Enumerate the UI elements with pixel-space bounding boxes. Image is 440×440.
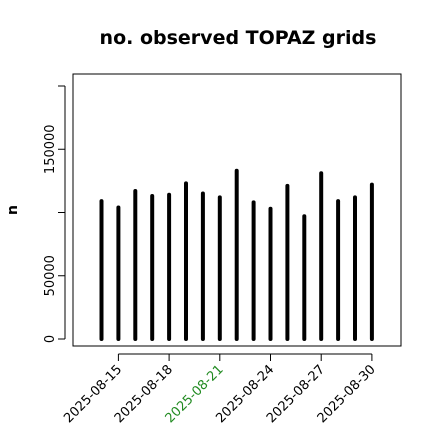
y-tick-label: 150000: [43, 124, 58, 174]
chart-title: no. observed TOPAZ grids: [100, 27, 377, 49]
y-tick-label: 50000: [43, 255, 58, 296]
bars-group: [99, 168, 374, 341]
y-axis-label: n: [5, 205, 21, 215]
x-axis: 2025-08-152025-08-182025-08-212025-08-24…: [61, 353, 379, 426]
plot-box: [72, 73, 402, 347]
y-tick-label: 0: [43, 335, 58, 343]
y-axis: 0 50000 150000: [43, 85, 66, 343]
